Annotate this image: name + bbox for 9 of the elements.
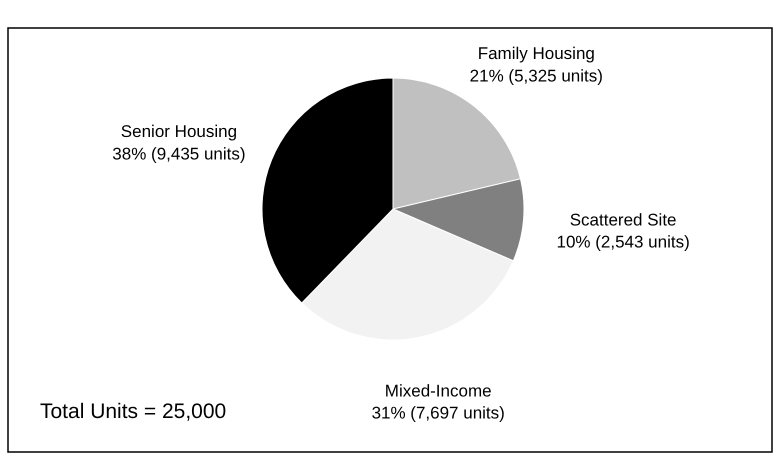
- slice-label: Mixed-Income: [384, 381, 492, 400]
- data-label: 38% (9,435 units): [112, 144, 246, 164]
- data-label: 31% (7,697 units): [372, 403, 505, 422]
- slice-label: Family Housing: [478, 44, 595, 64]
- text: Total Units = 25,000: [40, 400, 226, 423]
- data-label: 21% (5,325 units): [470, 66, 603, 86]
- data-label: 10% (2,543 units): [556, 232, 690, 252]
- slice-label: Senior Housing: [120, 122, 238, 142]
- slice-label: Scattered Site: [570, 210, 677, 230]
